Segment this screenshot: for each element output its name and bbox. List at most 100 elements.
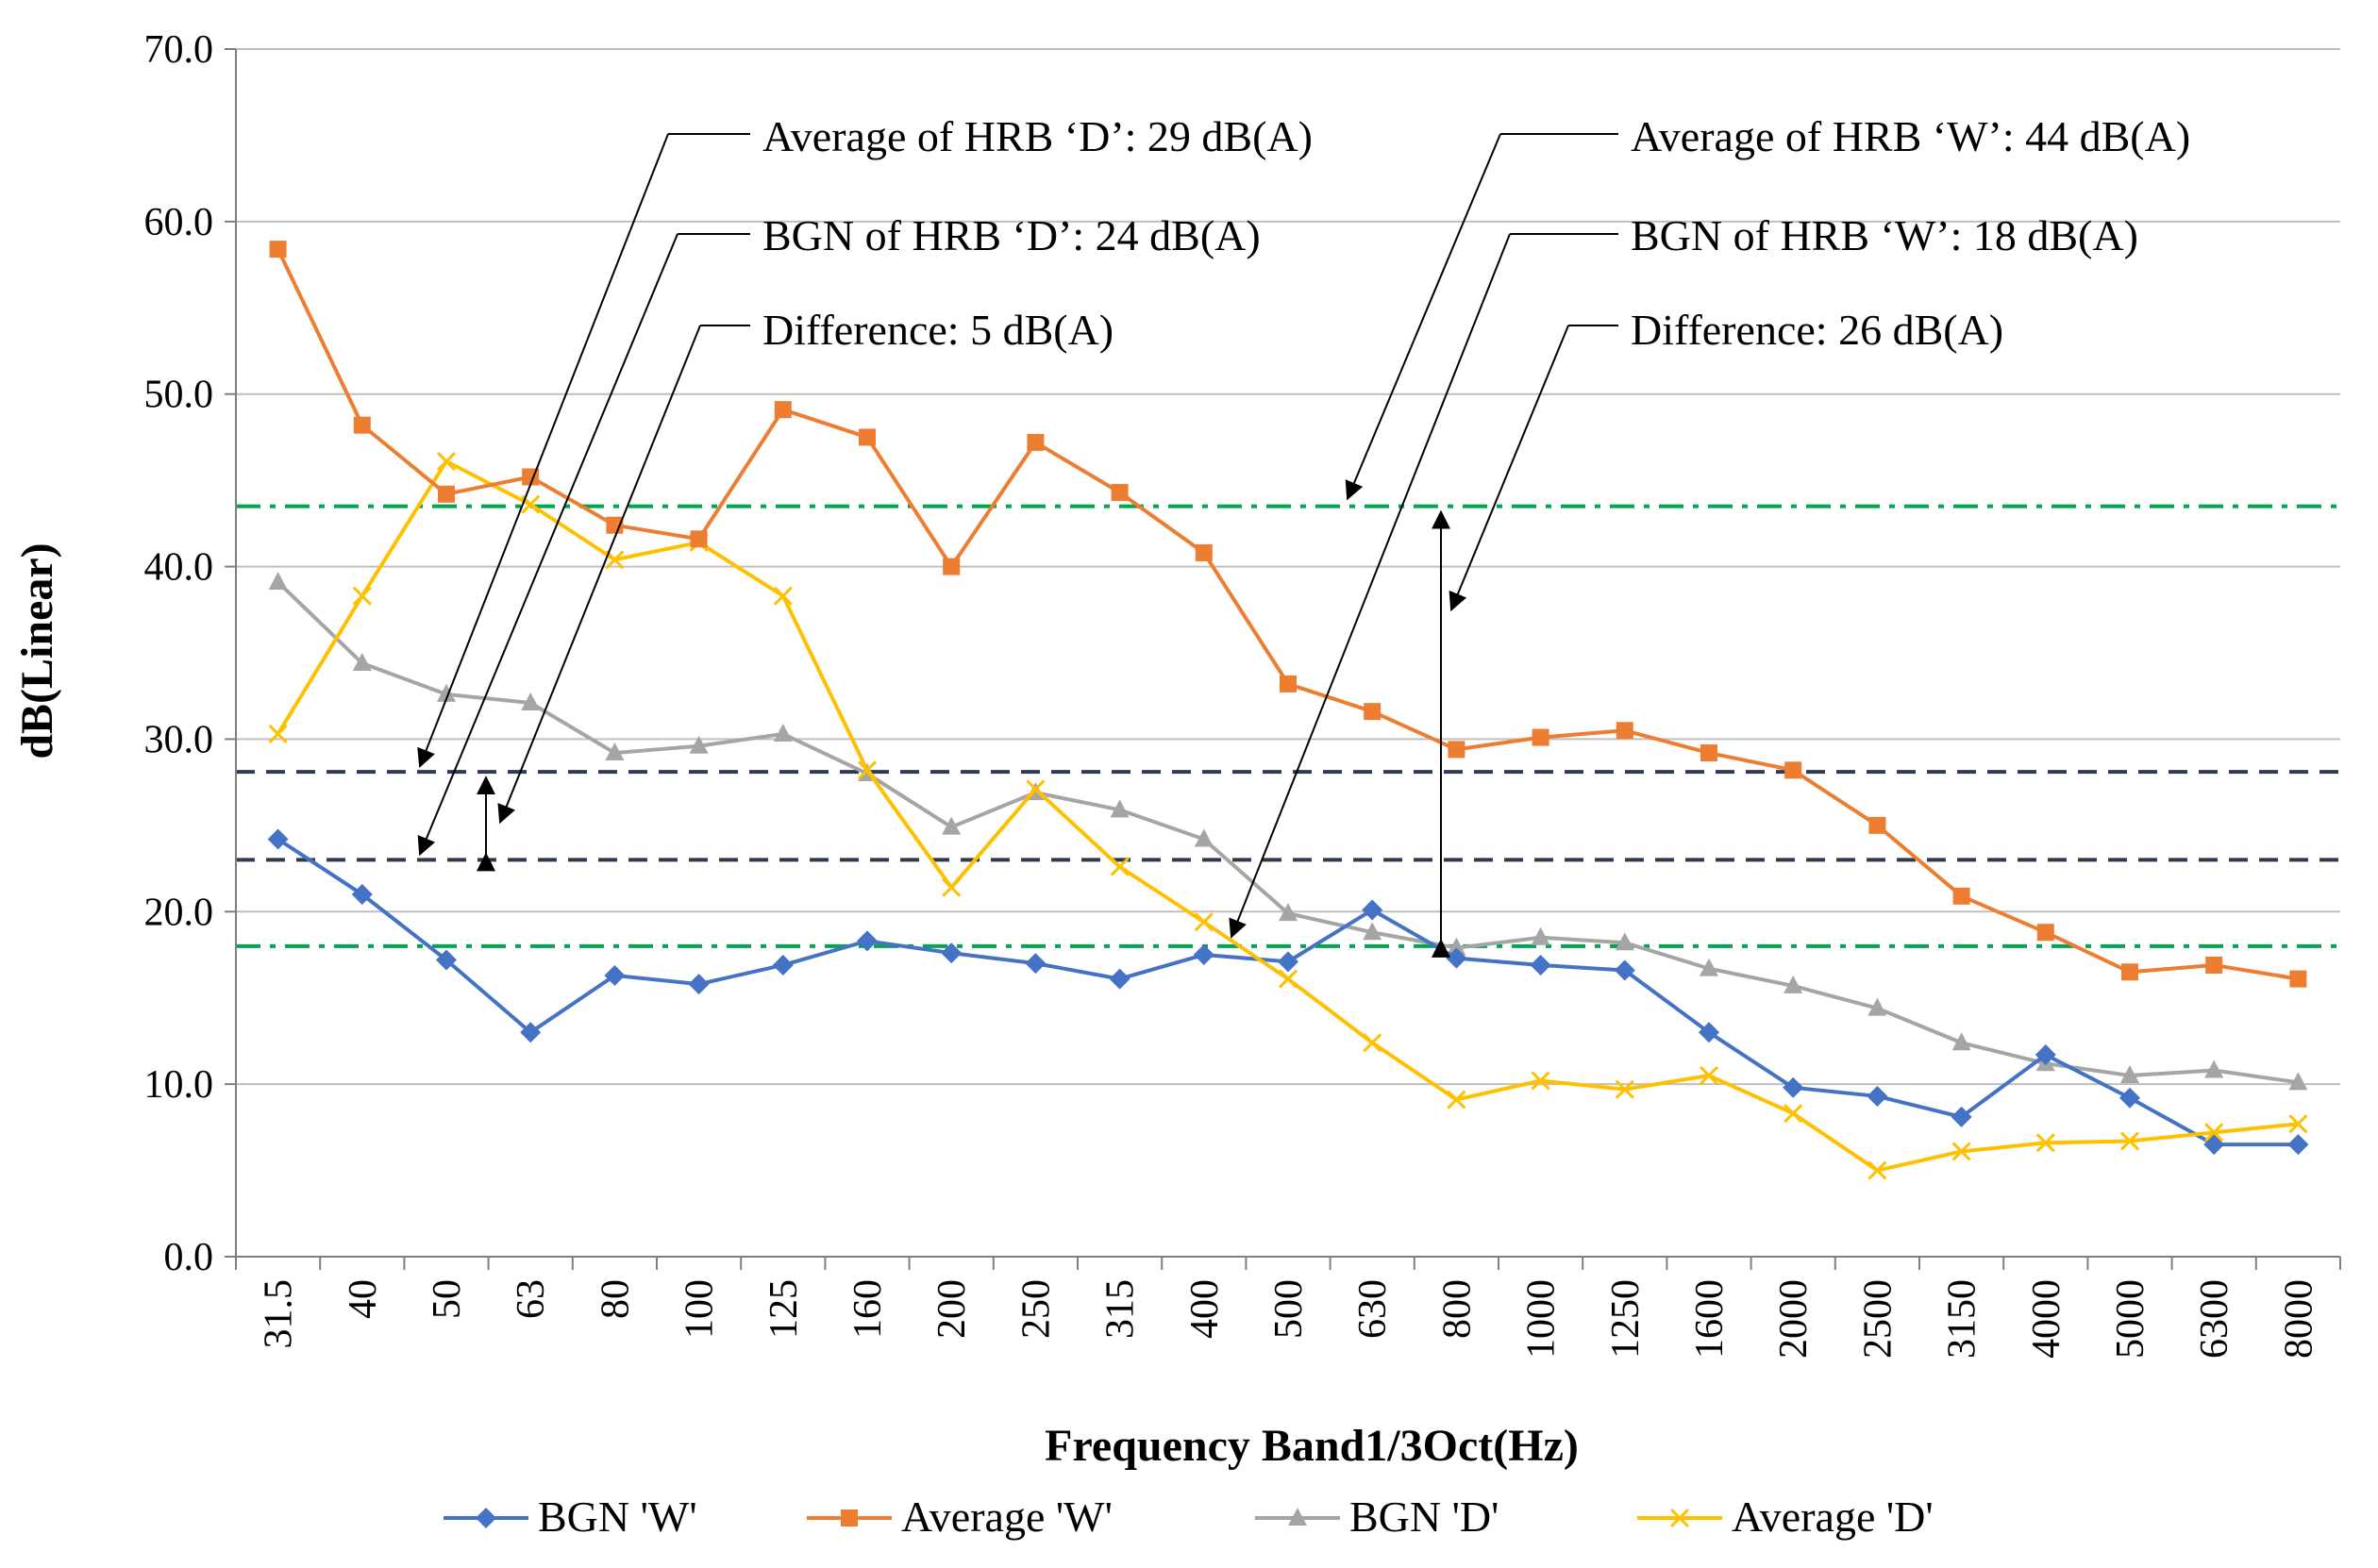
data-point	[1195, 543, 1213, 561]
data-point	[2203, 1134, 2225, 1156]
x-tick-label: 40	[342, 1279, 385, 1319]
y-tick-label: 60.0	[144, 201, 214, 244]
marker-stroke	[1699, 1065, 1719, 1086]
data-point	[1027, 433, 1045, 451]
x-axis-title: Frequency Band1/3Oct(Hz)	[1045, 1421, 1579, 1471]
marker-stroke	[2119, 1131, 2140, 1151]
data-point	[773, 586, 793, 606]
data-point	[943, 558, 961, 575]
data-point	[774, 401, 792, 419]
marker-stroke	[1531, 1071, 1550, 1091]
y-tick-label: 20.0	[144, 891, 214, 934]
data-point	[437, 683, 456, 702]
annotation-average-d: Average of HRB ‘D’: 29 dB(A)	[762, 112, 1313, 160]
leader-arrow	[417, 233, 678, 857]
data-point	[438, 485, 455, 503]
legend-item-bgn-w: BGN 'W'	[444, 1493, 697, 1541]
data-point	[1448, 741, 1465, 759]
data-point	[2204, 1059, 2224, 1078]
marker-stroke	[942, 877, 962, 897]
series-line	[276, 248, 2299, 981]
leader-arrow	[417, 133, 669, 769]
marker-stroke	[857, 760, 878, 780]
data-point	[1784, 761, 1802, 779]
marker-stroke	[2204, 1123, 2224, 1143]
data-point	[1614, 959, 1635, 981]
data-point	[1952, 887, 1970, 905]
data-point	[2121, 963, 2138, 981]
marker-stroke	[521, 494, 541, 514]
marker-stroke	[1784, 1104, 1803, 1124]
x-tick-label: 50	[426, 1279, 469, 1319]
data-point	[1278, 951, 1298, 973]
legend-label: BGN 'D'	[1349, 1493, 1499, 1541]
y-tick-label: 30.0	[144, 718, 214, 761]
data-point	[1784, 1104, 1803, 1124]
data-point	[267, 828, 289, 850]
marker-stroke	[1278, 969, 1298, 989]
marker-stroke	[1363, 1033, 1382, 1053]
data-point	[1194, 828, 1214, 847]
data-point	[520, 1022, 542, 1043]
data-point	[2289, 970, 2307, 988]
legend-item-bgn-d: BGN 'D'	[1255, 1493, 1499, 1541]
data-point	[436, 949, 457, 971]
data-point	[1279, 903, 1298, 922]
data-point	[2287, 1134, 2309, 1156]
y-axis-title: dB(Linear)	[12, 542, 62, 759]
data-point	[1951, 1106, 1972, 1127]
annotation-difference-w: Difference: 26 dB(A)	[1631, 306, 2003, 354]
data-point	[351, 884, 373, 905]
data-point	[2288, 1114, 2308, 1134]
data-point	[2205, 956, 2223, 974]
annotation-difference-d: Difference: 5 dB(A)	[762, 306, 1114, 354]
data-point	[942, 877, 962, 897]
data-point	[1868, 816, 1886, 834]
leader-arrow	[1229, 233, 1511, 939]
marker-stroke	[1447, 1090, 1466, 1109]
data-point	[1447, 1090, 1466, 1109]
marker-stroke	[1615, 1079, 1634, 1099]
data-point	[772, 954, 794, 976]
data-point	[1951, 1142, 1971, 1161]
data-point	[604, 964, 626, 986]
data-point	[1278, 969, 1298, 989]
legend-label: BGN 'W'	[538, 1493, 697, 1541]
x-tick-label: 100	[678, 1279, 722, 1339]
series-line	[276, 459, 2299, 1173]
legend-label: Average 'D'	[1732, 1493, 1934, 1541]
y-tick-label: 50.0	[144, 374, 214, 417]
leader-average-w	[1345, 133, 1618, 501]
series-line	[276, 580, 2299, 1085]
y-tick-label: 10.0	[144, 1063, 214, 1107]
x-tick-label: 3150	[1941, 1279, 1984, 1359]
data-point	[1362, 899, 1383, 921]
data-point	[352, 586, 372, 606]
x-tick-label: 2500	[1856, 1279, 1900, 1359]
data-point	[2120, 1065, 2139, 1083]
data-point	[2119, 1087, 2140, 1109]
data-point	[521, 692, 541, 711]
leader-difference-d	[497, 325, 750, 825]
series-bgn-w	[267, 828, 2309, 1156]
data-point	[1615, 932, 1634, 951]
x-tick-label: 160	[846, 1279, 890, 1339]
data-point	[268, 724, 288, 744]
data-point	[352, 652, 372, 671]
leader-bgn-d	[417, 233, 750, 857]
marker-stroke	[268, 724, 288, 744]
data-point	[1026, 779, 1046, 799]
x-tick-label: 5000	[2109, 1279, 2152, 1359]
data-point	[941, 942, 963, 964]
x-tick-label: 400	[1183, 1279, 1227, 1339]
data-point	[1867, 997, 1887, 1016]
annotation-bgn-w: BGN of HRB ‘W’: 18 dB(A)	[1631, 211, 2138, 259]
legend-marker	[476, 1508, 496, 1528]
series-bgn-d	[268, 572, 2308, 1091]
data-point	[2204, 1123, 2224, 1143]
leader-difference-w	[1449, 325, 1618, 612]
data-point	[268, 572, 288, 591]
y-tick-label: 40.0	[144, 546, 214, 590]
